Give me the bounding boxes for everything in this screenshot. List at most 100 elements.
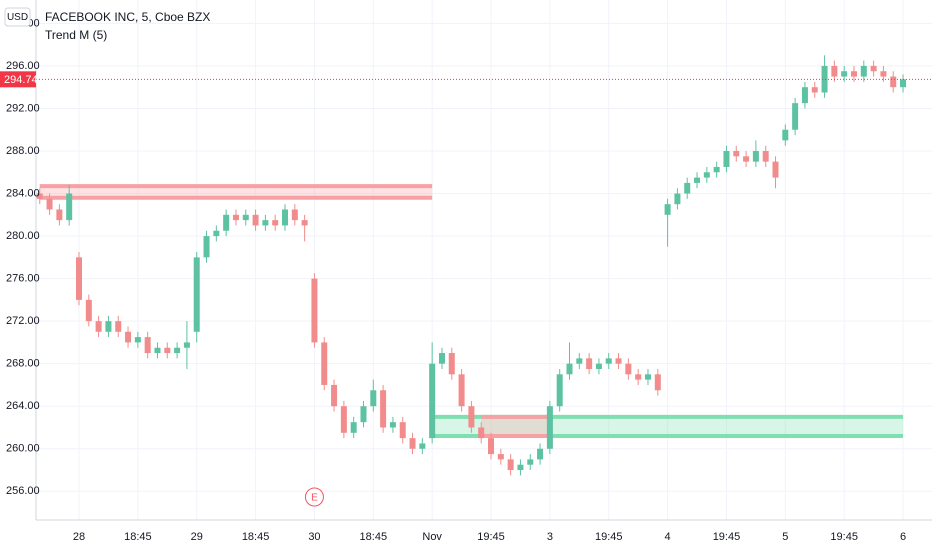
candle-body [105,321,112,332]
candle-body [654,374,661,391]
candle-body [419,443,426,449]
currency-box[interactable] [4,7,31,27]
candle-body [76,257,82,300]
y-tick-label: 264.00 [6,400,40,412]
candle-body [595,363,602,369]
x-tick-label: 18:45 [242,531,270,543]
candle-body [605,358,612,364]
x-tick-label: 19:45 [477,531,505,543]
y-tick-label: 256.00 [6,485,40,497]
x-tick-label: 19:45 [830,531,858,543]
x-tick-label: Nov [422,531,442,543]
candle-body [703,172,710,178]
x-tick-label: 28 [73,531,85,543]
candle-body [635,374,642,380]
candle-body [900,79,907,88]
candle-body [154,347,161,354]
candle-body [615,358,622,364]
candle-body [350,422,357,433]
candle-body [733,151,740,157]
candle-body [497,454,504,460]
candle-body [223,214,230,231]
candle-body [762,151,769,162]
candle-body [556,374,563,407]
y-tick-label: 268.00 [6,358,40,370]
candle-body [792,103,799,130]
x-tick-label: 29 [191,531,203,543]
candle-body [850,71,857,77]
candle-body [360,406,367,423]
candle-body [674,193,681,205]
chart-title: FACEBOOK INC, 5, Cboe BZX [45,10,210,24]
candle-body [468,406,475,428]
candle-body [527,459,534,465]
candle-body [95,321,102,332]
candle-body [252,214,259,226]
candle-body [566,363,573,375]
candle-body [438,353,445,364]
candle-body [831,65,838,77]
y-tick-label: 280.00 [6,230,40,242]
candle-body [448,353,455,375]
candle-body [262,220,269,226]
candle-body [586,358,593,369]
x-tick-label: 19:45 [595,531,623,543]
y-tick-label: 276.00 [6,273,40,285]
candle-body [203,236,210,258]
candle-body [56,209,63,221]
candle-body [242,214,249,221]
candle-body [164,347,171,354]
candle-body [880,71,887,77]
candle-body [870,65,877,72]
candle-body [576,358,583,364]
candle-body [321,342,328,385]
candle-body [429,363,436,439]
candle-body [694,177,701,183]
x-tick-label: 18:45 [360,531,388,543]
last-price-box [0,71,36,88]
y-tick-label: 260.00 [6,443,40,455]
candle-body [301,220,308,226]
candle-body [860,65,867,77]
x-tick-label: 19:45 [713,531,741,543]
candle-body [841,71,848,77]
candle-body [782,129,789,141]
x-tick-label: 5 [782,531,788,543]
candle-body [46,198,53,210]
x-tick-label: 18:45 [124,531,152,543]
candle-body [370,390,377,407]
candle-body [193,257,200,332]
candle-body [144,337,151,354]
candle-body [890,76,897,88]
x-tick-label: 30 [308,531,320,543]
candle-body [772,161,779,178]
candle-body [644,374,651,380]
event-label: E [311,493,318,504]
candle-body [174,347,181,354]
candle-body [409,438,416,449]
x-tick-label: 3 [547,531,553,543]
candle-body [625,363,632,375]
candle-body [507,459,514,471]
candle-body [537,448,544,460]
candle-body [743,156,750,162]
candle-body [282,209,289,226]
event-marker[interactable] [304,487,324,507]
indicator-name[interactable]: Trend M (5) [45,28,107,42]
candle-body [183,342,190,348]
candle-body [232,214,239,221]
y-tick-label: 292.00 [6,102,40,114]
candle-body [134,337,141,343]
candle-body [821,65,828,93]
x-tick-label: 6 [900,531,906,543]
candle-body [66,193,73,221]
candle-body [311,278,318,343]
zone [481,416,550,436]
candle-body [115,321,122,332]
y-tick-label: 272.00 [6,315,40,327]
candle-body [85,299,92,322]
zone [39,186,433,198]
candle-body [546,406,553,449]
currency: USD [7,12,28,23]
